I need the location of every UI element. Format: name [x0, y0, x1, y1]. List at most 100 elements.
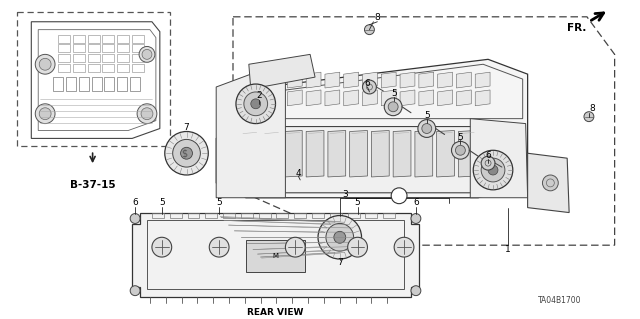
Circle shape: [137, 104, 157, 123]
Polygon shape: [269, 90, 284, 106]
Bar: [88, 44, 100, 52]
Bar: [259, 212, 271, 219]
Bar: [170, 212, 182, 219]
Polygon shape: [362, 90, 378, 106]
Text: FR.: FR.: [567, 23, 586, 33]
Polygon shape: [438, 90, 452, 106]
Bar: [58, 64, 70, 72]
Circle shape: [384, 98, 402, 116]
Polygon shape: [249, 54, 315, 89]
Bar: [73, 64, 84, 72]
Polygon shape: [456, 90, 471, 106]
Polygon shape: [527, 153, 569, 212]
Bar: [117, 64, 129, 72]
Text: 6: 6: [413, 198, 419, 207]
Bar: [58, 44, 70, 52]
Circle shape: [348, 237, 367, 257]
Polygon shape: [458, 130, 476, 177]
Bar: [102, 64, 115, 72]
Text: 6: 6: [132, 198, 138, 207]
Circle shape: [543, 175, 558, 191]
Bar: [73, 34, 84, 42]
Polygon shape: [456, 72, 471, 88]
Circle shape: [488, 165, 498, 175]
Polygon shape: [349, 130, 367, 177]
Circle shape: [318, 216, 362, 259]
Text: 3: 3: [342, 190, 348, 199]
Bar: [79, 77, 89, 91]
Bar: [92, 77, 102, 91]
Bar: [117, 54, 129, 62]
Polygon shape: [393, 130, 411, 177]
Text: B-37-15: B-37-15: [70, 180, 115, 190]
Bar: [104, 77, 115, 91]
Polygon shape: [362, 72, 378, 88]
Polygon shape: [306, 130, 324, 177]
Polygon shape: [306, 72, 321, 88]
Text: 5: 5: [355, 198, 360, 207]
Polygon shape: [400, 90, 415, 106]
Bar: [132, 54, 144, 62]
Polygon shape: [216, 74, 285, 198]
Bar: [73, 54, 84, 62]
Circle shape: [422, 123, 432, 133]
Bar: [117, 44, 129, 52]
Circle shape: [418, 120, 436, 137]
Polygon shape: [287, 72, 302, 88]
Bar: [348, 212, 360, 219]
Bar: [132, 44, 144, 52]
Bar: [294, 212, 306, 219]
Polygon shape: [419, 72, 434, 88]
Circle shape: [130, 286, 140, 296]
Polygon shape: [325, 72, 340, 88]
Circle shape: [473, 150, 513, 190]
Circle shape: [209, 237, 229, 257]
Polygon shape: [476, 72, 490, 88]
Circle shape: [39, 108, 51, 120]
Text: 2: 2: [256, 92, 262, 100]
Circle shape: [388, 102, 398, 112]
Circle shape: [411, 213, 421, 223]
Polygon shape: [216, 127, 518, 193]
Bar: [132, 34, 144, 42]
Polygon shape: [344, 90, 358, 106]
Bar: [58, 54, 70, 62]
Circle shape: [334, 231, 346, 243]
Bar: [276, 212, 289, 219]
Polygon shape: [344, 72, 358, 88]
Bar: [365, 212, 378, 219]
Polygon shape: [371, 130, 389, 177]
Circle shape: [236, 84, 275, 123]
Text: 8: 8: [589, 104, 595, 113]
Bar: [88, 34, 100, 42]
Polygon shape: [470, 119, 527, 198]
Text: REAR VIEW: REAR VIEW: [247, 308, 304, 317]
Bar: [147, 220, 404, 289]
Text: 1: 1: [505, 245, 511, 254]
Circle shape: [251, 99, 260, 109]
Bar: [117, 77, 127, 91]
Bar: [330, 212, 342, 219]
Text: 6: 6: [485, 151, 491, 160]
Text: 5: 5: [159, 198, 164, 207]
Polygon shape: [287, 90, 302, 106]
Text: TA04B1700: TA04B1700: [538, 295, 581, 305]
Circle shape: [285, 237, 305, 257]
Circle shape: [451, 141, 469, 159]
Bar: [205, 212, 217, 219]
Bar: [88, 54, 100, 62]
Circle shape: [365, 25, 374, 34]
Polygon shape: [419, 90, 434, 106]
Bar: [102, 34, 115, 42]
Bar: [102, 44, 115, 52]
Bar: [66, 77, 76, 91]
Text: M: M: [273, 253, 278, 259]
Circle shape: [39, 58, 51, 70]
Polygon shape: [226, 59, 527, 198]
Bar: [130, 77, 140, 91]
Polygon shape: [328, 130, 346, 177]
Circle shape: [35, 54, 55, 74]
Bar: [17, 12, 170, 146]
Polygon shape: [381, 72, 396, 88]
Text: 6: 6: [365, 78, 371, 87]
